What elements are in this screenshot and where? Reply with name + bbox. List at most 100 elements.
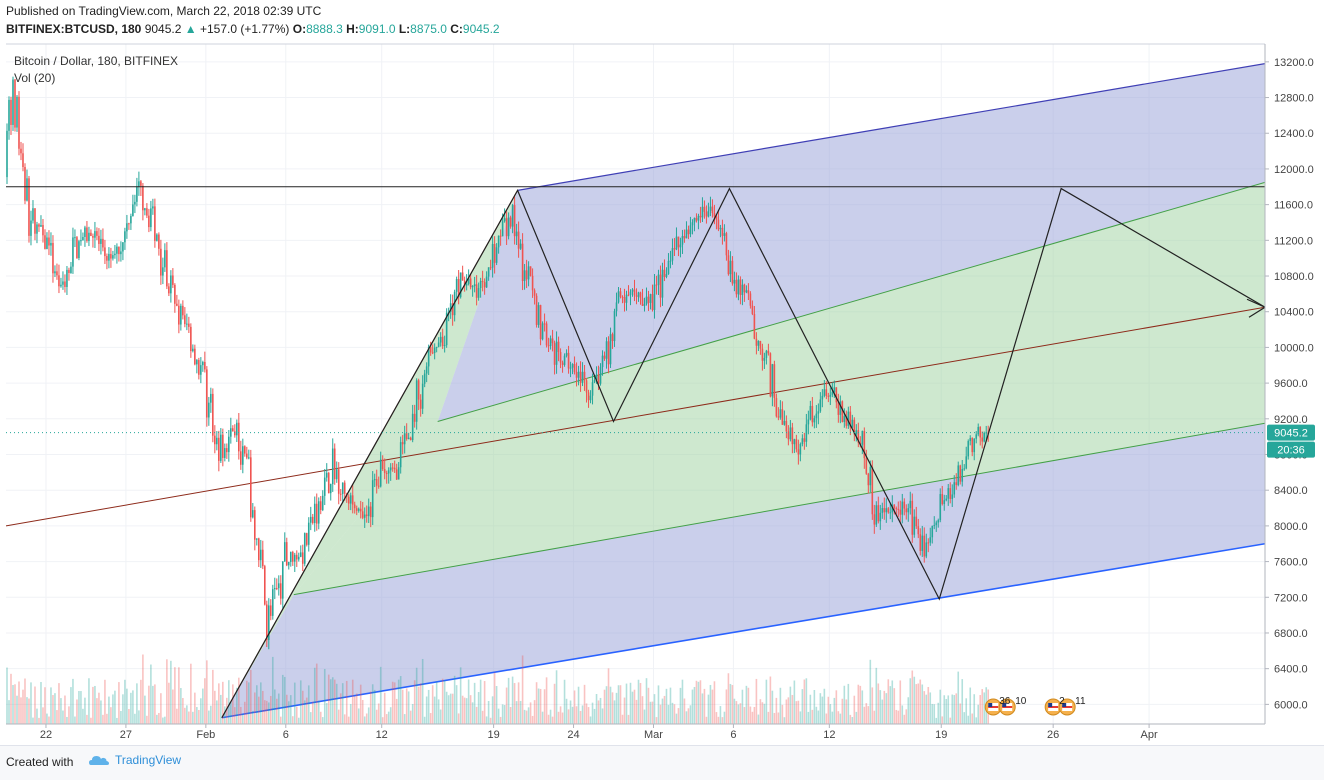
volume-bar: [577, 686, 580, 724]
volume-bar: [721, 717, 724, 724]
volume-bar: [375, 709, 378, 724]
economic-event-marker-2[interactable]: 2 11: [1044, 696, 1086, 716]
volume-bar: [303, 700, 306, 724]
volume-bar: [257, 696, 260, 724]
price-chart[interactable]: 13200.0 12800.0 12400.0 12000.0 11600.0 11200…: [0, 0, 1324, 745]
volume-bar: [637, 679, 640, 724]
volume-bar: [797, 700, 800, 724]
volume-bar: [128, 709, 130, 724]
event-markers[interactable]: 36 10 2 11: [984, 696, 1086, 716]
candle-body: [321, 495, 324, 511]
candle-body: [845, 416, 848, 426]
candle-body: [341, 482, 344, 494]
economic-event-marker-1[interactable]: 36 10: [984, 696, 1027, 716]
volume-bar: [767, 711, 770, 724]
volume-bar: [275, 698, 278, 724]
candle-body: [483, 282, 486, 288]
candle-body: [329, 484, 332, 494]
volume-bar: [477, 692, 480, 724]
candle-body: [481, 280, 484, 283]
brand-label: TradingView: [115, 753, 182, 767]
candle-body: [477, 288, 480, 298]
candle-body: [815, 413, 818, 419]
time-axis[interactable]: 22 27 Feb 6 12 19 24 Mar 6 12 19 26 Apr: [40, 724, 1158, 741]
volume-bar: [815, 706, 818, 724]
volume-bar: [825, 713, 828, 724]
volume-bar: [397, 679, 400, 724]
volume-bar: [897, 710, 900, 724]
candle-body: [651, 294, 654, 310]
volume-bar: [921, 684, 924, 724]
volume-bar: [186, 705, 188, 724]
candle-body: [835, 387, 838, 403]
volume-bar: [52, 695, 54, 724]
volume-bar: [277, 693, 280, 724]
volume-bar: [803, 679, 806, 724]
volume-bar: [715, 712, 718, 724]
volume-bar: [907, 697, 910, 724]
candle-body: [267, 605, 270, 641]
volume-bar: [365, 713, 368, 724]
volume-bar: [267, 702, 270, 724]
volume-bar: [965, 698, 968, 724]
candle-body: [809, 405, 812, 420]
candle-body: [799, 444, 802, 455]
volume-bar: [180, 688, 182, 724]
volume-bar: [917, 683, 920, 724]
candle-body: [487, 267, 490, 277]
volume-bar: [615, 692, 618, 724]
volume-bar: [735, 701, 738, 724]
y-tick-label: 6800.0: [1274, 628, 1308, 640]
candles: [6, 76, 990, 650]
candle-body: [591, 382, 594, 396]
drawings[interactable]: [6, 186, 1265, 719]
symbol-ohlc-bar: BITFINEX:BTCUSD, 180 9045.2 ▲ +157.0 (+1…: [6, 22, 500, 36]
candle-body: [961, 468, 964, 482]
y-tick-label: 10800.0: [1274, 271, 1314, 283]
x-tick-label: 12: [823, 729, 835, 741]
volume-bar: [170, 660, 172, 724]
volume-bar: [843, 685, 846, 724]
volume-bar: [683, 698, 686, 724]
candle-body: [789, 427, 792, 440]
candle-body: [184, 315, 186, 325]
volume-bar: [495, 686, 498, 724]
volume-bar: [755, 678, 758, 724]
candle-body: [128, 223, 130, 225]
candle-body: [144, 208, 146, 211]
candle-body: [118, 246, 120, 255]
volume-bar: [134, 713, 136, 724]
volume-bar: [837, 711, 840, 724]
candle-body: [126, 223, 128, 232]
volume-bar: [697, 681, 700, 724]
volume-bar: [162, 717, 164, 724]
tradingview-brand-link[interactable]: TradingView: [88, 753, 181, 767]
candle-body: [204, 361, 206, 370]
volume-bar: [132, 690, 134, 724]
volume-bar: [963, 712, 966, 724]
candle-body: [455, 279, 458, 292]
volume-bar: [663, 695, 666, 724]
price-axis[interactable]: 13200.0 12800.0 12400.0 12000.0 11600.0 11200…: [1265, 57, 1314, 712]
candle-body: [140, 181, 142, 186]
volume-bar: [110, 707, 112, 724]
candle-body: [937, 520, 940, 523]
volume-bar: [104, 679, 106, 724]
volume-bar: [457, 713, 460, 724]
volume-bar: [943, 695, 946, 724]
candle-body: [795, 439, 798, 450]
y-tick-label: 9600.0: [1274, 378, 1308, 390]
volume-bar: [311, 701, 314, 724]
candle-body: [869, 466, 872, 486]
y-tick-label: 12400.0: [1274, 128, 1314, 140]
candle-body: [613, 311, 616, 342]
candle-body: [433, 347, 436, 353]
volume-bar: [817, 710, 820, 724]
candle-body: [383, 469, 386, 473]
volume-bar: [487, 700, 490, 724]
volume-bar: [947, 695, 950, 724]
volume-bar: [471, 702, 474, 724]
candle-body: [351, 495, 354, 505]
volume-bar: [561, 712, 564, 724]
candle-body: [505, 218, 508, 237]
